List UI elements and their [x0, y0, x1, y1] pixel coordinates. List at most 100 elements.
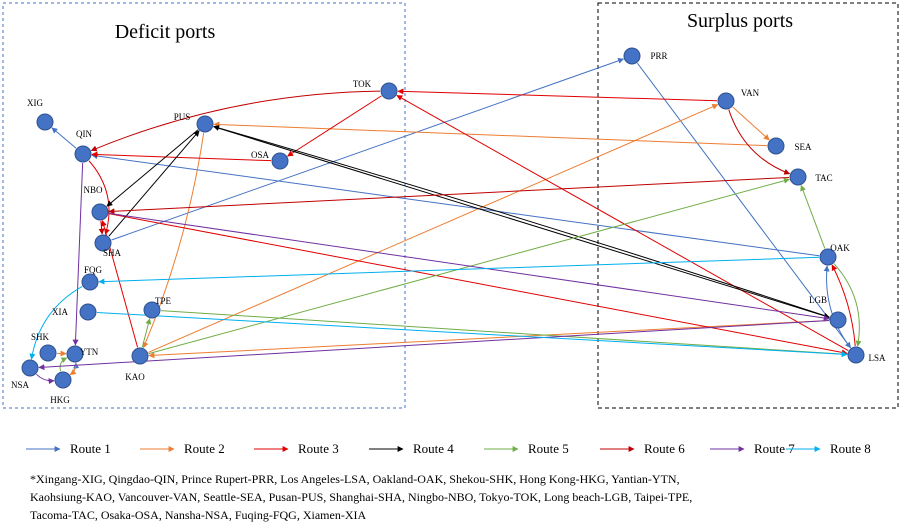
deficit-title: Deficit ports	[115, 21, 216, 43]
edges	[29, 57, 862, 385]
route-edge	[88, 160, 110, 235]
route-edge	[213, 125, 830, 318]
port-label: SEA	[794, 142, 812, 152]
route-edge	[29, 286, 83, 360]
route-edge	[636, 62, 852, 349]
port-node	[717, 92, 735, 110]
route-edge	[142, 132, 205, 349]
surplus-box	[597, 2, 899, 409]
route-edge	[91, 151, 272, 162]
route-edge	[36, 373, 55, 385]
footnote: Kaohsiung-KAO, Vancouver-VAN, Seattle-SE…	[30, 490, 692, 504]
port-label: YTN	[80, 347, 99, 357]
route-edge	[833, 263, 862, 347]
legend: Route 1 Route 2 Route 3 Route 4 Route 5 Route…	[26, 441, 871, 456]
port-label: TAC	[815, 173, 832, 183]
legend-label: Route 8	[830, 441, 871, 456]
port-label: XIG	[27, 98, 43, 108]
port-node	[196, 115, 214, 133]
port-node	[271, 152, 289, 170]
route-edge	[69, 362, 77, 376]
port-node	[21, 359, 39, 377]
route-edge	[213, 121, 768, 147]
route-edge	[91, 153, 820, 257]
port-node	[789, 168, 807, 186]
legend-label: Route 3	[298, 441, 339, 456]
port-label: HKG	[50, 395, 70, 405]
route-edge	[108, 212, 830, 321]
route-edge	[111, 57, 625, 241]
port-label: FQG	[84, 265, 103, 275]
port-label: LGB	[809, 295, 827, 305]
route-edge	[800, 184, 826, 249]
route-edge	[148, 319, 830, 359]
route-edge	[396, 94, 849, 352]
route-edge	[100, 220, 139, 348]
port-node	[91, 203, 109, 221]
route-edge	[148, 103, 719, 353]
port-node	[143, 301, 161, 319]
port-node	[54, 371, 72, 389]
route-edge	[287, 95, 382, 157]
legend-label: Route 1	[70, 441, 111, 456]
route-edge	[98, 220, 105, 235]
route-edge	[59, 357, 68, 372]
port-label: OAK	[830, 243, 850, 253]
port-node	[131, 347, 149, 365]
route-edge	[108, 176, 790, 215]
port-label: PUS	[174, 112, 191, 122]
legend-label: Route 4	[413, 441, 454, 456]
route-edge	[160, 310, 848, 358]
port-node	[380, 82, 398, 100]
footnote: Tacoma-TAC, Osaka-OSA, Nansha-NSA, Fuqin…	[30, 508, 366, 522]
port-label: NBO	[83, 185, 103, 195]
port-node	[847, 346, 865, 364]
route-edge	[38, 320, 830, 371]
route-edge	[728, 109, 791, 175]
route-edge	[831, 264, 856, 347]
legend-label: Route 7	[754, 441, 795, 456]
port-node	[74, 145, 92, 163]
port-node	[81, 273, 99, 291]
port-label: QIN	[76, 129, 92, 139]
port-label: NSA	[11, 380, 30, 390]
port-node	[767, 137, 785, 155]
route-edge	[96, 312, 848, 358]
surplus-title: Surplus ports	[687, 10, 793, 32]
route-edge	[72, 162, 84, 346]
route-edge	[51, 127, 77, 149]
port-label: TOK	[353, 79, 372, 89]
port-node	[66, 345, 84, 363]
route-edge	[823, 265, 851, 349]
route-edge	[108, 130, 200, 237]
port-label: OSA	[251, 150, 270, 160]
port-node	[819, 248, 837, 266]
port-label: LSA	[868, 353, 886, 363]
route-edge	[98, 256, 820, 285]
route-edge	[732, 106, 770, 141]
port-node	[829, 311, 847, 329]
port-node	[79, 303, 97, 321]
legend-label: Route 2	[184, 441, 225, 456]
port-label: KAO	[125, 372, 145, 382]
port-label: XIA	[52, 307, 68, 317]
route-edge	[108, 213, 848, 356]
footnote: *Xingang-XIG, Qingdao-QIN, Prince Rupert…	[30, 472, 680, 486]
route-edge	[141, 318, 152, 348]
port-node	[623, 47, 641, 65]
port-label: SHA	[103, 248, 122, 258]
port-node	[36, 113, 54, 131]
port-label: VAN	[741, 88, 760, 98]
port-label: SHK	[31, 332, 50, 342]
legend-label: Route 5	[528, 441, 569, 456]
port-node	[39, 344, 57, 362]
route-edge	[397, 88, 718, 102]
deficit-box	[2, 2, 406, 409]
port-node	[94, 234, 112, 252]
port-label: PRR	[650, 51, 667, 61]
route-edge	[90, 90, 381, 152]
legend-label: Route 6	[644, 441, 685, 456]
route-edge	[106, 129, 199, 207]
